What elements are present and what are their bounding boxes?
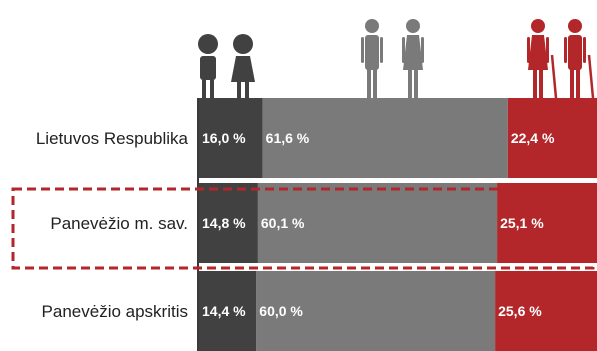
bar-children-3 <box>199 271 257 351</box>
value-label-adults-3: 60,0 % <box>259 303 303 319</box>
bar-elderly-3 <box>495 271 597 351</box>
value-label-adults-1: 61,6 % <box>266 130 310 146</box>
bar-adults-1 <box>262 98 508 178</box>
value-label-children-3: 14,4 % <box>202 303 246 319</box>
value-label-elderly-3: 25,6 % <box>498 303 542 319</box>
value-label-children-1: 16,0 % <box>202 130 246 146</box>
adults-icon <box>361 19 424 98</box>
value-label-adults-2: 60,1 % <box>261 215 305 231</box>
value-label-elderly-2: 25,1 % <box>500 215 544 231</box>
value-label-elderly-1: 22,4 % <box>511 130 555 146</box>
category-label-3: Panevėžio apskritis <box>42 302 188 321</box>
bar-elderly-2 <box>497 183 597 263</box>
bar-children-2 <box>199 183 258 263</box>
category-label-1: Lietuvos Respublika <box>36 129 189 148</box>
bar-children-1 <box>199 98 263 178</box>
bar-adults-2 <box>257 183 498 263</box>
value-label-children-2: 14,8 % <box>202 215 246 231</box>
children-icon <box>198 34 255 98</box>
bar-adults-3 <box>256 271 496 351</box>
bars-group: 16,0 % 61,6 % 22,4 % 14,8 % 60,1 % 25,1 % 14,4… <box>199 98 597 351</box>
series-icons <box>198 19 595 99</box>
category-label-2: Panevėžio m. sav. <box>50 214 188 233</box>
elderly-icon <box>527 19 595 99</box>
bar-elderly-1 <box>507 98 597 178</box>
highlight-dashed-frame <box>11 187 595 270</box>
